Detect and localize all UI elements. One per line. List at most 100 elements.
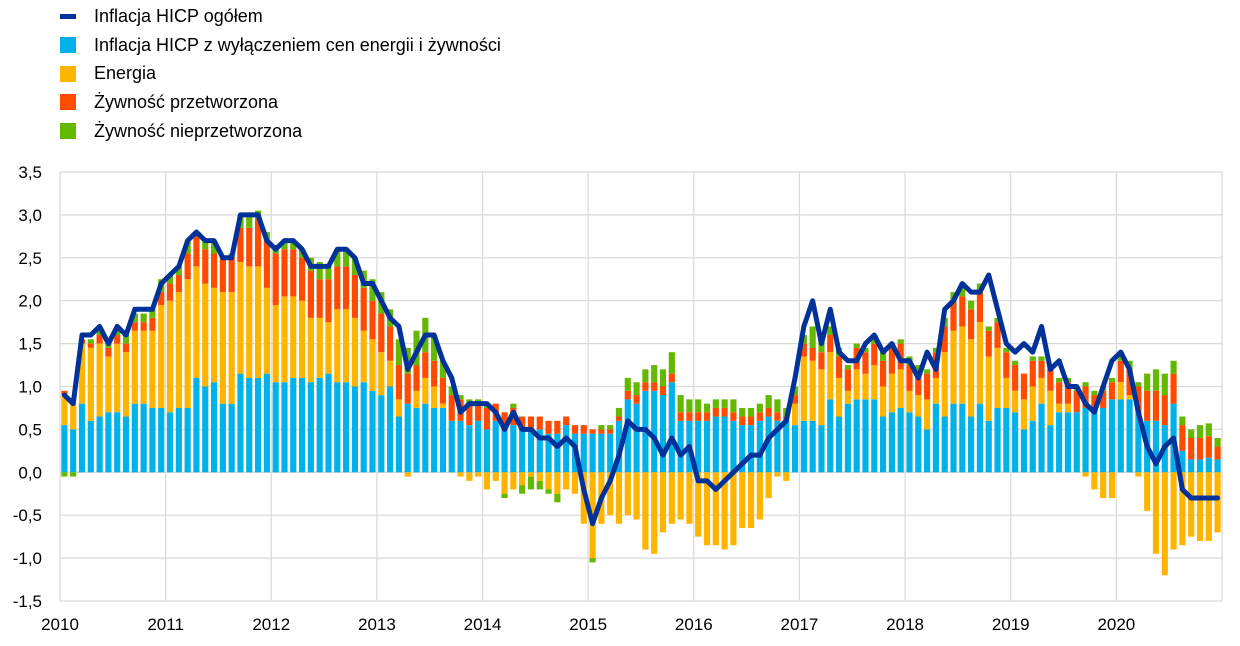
- bar-core: [712, 416, 719, 473]
- bar-energy: [325, 322, 332, 374]
- bar-energy: [703, 472, 711, 546]
- bar-core: [941, 416, 948, 473]
- bar-energy: [1214, 472, 1221, 533]
- bar-energy: [633, 472, 640, 520]
- bar-core: [1056, 412, 1063, 473]
- bar-core: [668, 382, 675, 473]
- bar-core: [774, 420, 781, 473]
- y-tick-label: 1,0: [18, 378, 42, 397]
- bar-unprocessed-food: [1012, 360, 1019, 366]
- bar-processed-food: [624, 390, 631, 400]
- bar-processed-food: [800, 343, 807, 357]
- bar-energy: [1056, 403, 1063, 413]
- bar-energy: [527, 472, 535, 477]
- bar-energy: [237, 262, 244, 374]
- bar-unprocessed-food: [712, 399, 719, 408]
- bar-core: [862, 399, 869, 473]
- bar-energy: [87, 347, 94, 421]
- bar-core: [985, 420, 992, 473]
- bar-energy: [519, 472, 526, 486]
- bar-processed-food: [299, 257, 306, 301]
- bar-energy: [536, 472, 543, 481]
- bar-core: [299, 377, 306, 473]
- bar-processed-food: [871, 343, 878, 366]
- bar-processed-food: [1188, 437, 1195, 460]
- y-tick-label: 2,5: [18, 249, 42, 268]
- legend-label: Inflacja HICP ogółem: [94, 5, 263, 26]
- bar-core: [624, 399, 631, 473]
- bar-core: [1117, 399, 1124, 473]
- x-tick-label: 2020: [1097, 615, 1135, 634]
- bar-processed-food: [712, 407, 719, 417]
- bar-core: [1020, 429, 1028, 473]
- bar-processed-food: [519, 416, 526, 430]
- bar-processed-food: [1144, 390, 1151, 421]
- bar-energy: [659, 472, 667, 533]
- bar-energy: [281, 296, 288, 383]
- bar-core: [580, 433, 587, 473]
- bar-processed-food: [607, 429, 614, 434]
- bar-energy: [457, 472, 464, 477]
- bar-energy: [149, 330, 156, 408]
- bar-energy: [61, 395, 68, 426]
- bar-energy: [888, 373, 895, 413]
- bar-unprocessed-food: [968, 300, 975, 310]
- bar-energy: [765, 472, 772, 499]
- bar-processed-food: [985, 330, 992, 357]
- bar-core: [994, 407, 1001, 473]
- bar-energy: [800, 356, 807, 421]
- y-tick-label: 3,0: [18, 206, 42, 225]
- bar-processed-food: [747, 416, 755, 426]
- bar-core: [897, 407, 904, 473]
- bar-core: [607, 433, 614, 473]
- bar-core: [1152, 420, 1160, 473]
- x-tick-label: 2017: [781, 615, 819, 634]
- bar-core: [1135, 412, 1142, 473]
- bar-core: [457, 420, 464, 473]
- bar-processed-food: [263, 240, 270, 288]
- bar-core: [193, 377, 200, 473]
- bar-energy: [545, 472, 552, 490]
- bar-core: [1179, 450, 1186, 473]
- bar-unprocessed-food: [1205, 423, 1212, 437]
- bar-core: [1188, 459, 1195, 473]
- bar-processed-food: [968, 309, 975, 340]
- bar-core: [1047, 425, 1054, 473]
- bar-energy: [1117, 382, 1124, 400]
- bar-processed-food: [686, 412, 693, 421]
- bar-processed-food: [598, 429, 605, 434]
- bar-processed-food: [193, 232, 200, 267]
- bar-energy: [369, 339, 376, 391]
- bar-processed-food: [360, 287, 367, 331]
- bar-core: [915, 416, 922, 473]
- bar-core: [1003, 407, 1010, 473]
- bar-processed-food: [175, 274, 182, 293]
- bar-core: [924, 429, 931, 473]
- legend-swatch: [60, 37, 76, 54]
- bar-core: [149, 407, 156, 473]
- bar-unprocessed-food: [343, 249, 350, 267]
- bar-core: [536, 429, 543, 473]
- bar-processed-food: [554, 420, 561, 434]
- bar-unprocessed-food: [994, 317, 1001, 323]
- bar-core: [1073, 412, 1080, 473]
- bar-processed-food: [1126, 369, 1133, 396]
- bar-core: [184, 407, 191, 473]
- bar-energy: [1100, 472, 1107, 499]
- bar-core: [387, 386, 394, 473]
- bar-core: [343, 382, 350, 473]
- bar-unprocessed-food: [1056, 377, 1063, 383]
- bar-unprocessed-food: [325, 266, 332, 280]
- bar-core: [545, 433, 552, 473]
- bar-processed-food: [677, 412, 684, 421]
- bar-unprocessed-food: [1003, 347, 1010, 353]
- x-tick-label: 2010: [41, 615, 79, 634]
- legend-label: Inflacja HICP z wyłączeniem cen energii …: [94, 34, 501, 55]
- bar-core: [932, 403, 939, 473]
- bar-processed-food: [827, 335, 834, 353]
- bar-processed-food: [765, 407, 772, 417]
- bar-energy: [387, 360, 394, 387]
- bar-unprocessed-food: [827, 326, 834, 336]
- bar-energy: [70, 403, 77, 430]
- bar-core: [439, 407, 447, 473]
